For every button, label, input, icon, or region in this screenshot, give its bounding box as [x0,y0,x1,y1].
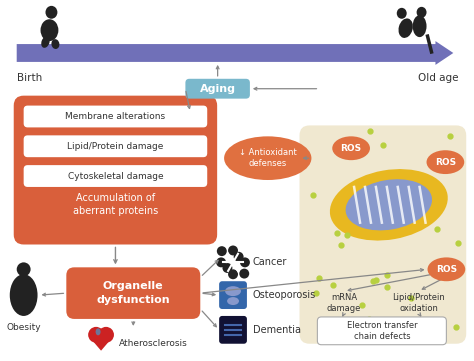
Ellipse shape [216,257,226,268]
Ellipse shape [239,269,249,279]
Ellipse shape [240,257,250,268]
FancyBboxPatch shape [318,317,447,345]
Ellipse shape [224,136,311,180]
Ellipse shape [428,257,465,281]
Ellipse shape [399,18,413,38]
Text: Organelle
dysfunction: Organelle dysfunction [97,281,170,305]
FancyBboxPatch shape [185,79,250,99]
FancyArrow shape [17,41,453,65]
Ellipse shape [222,263,232,273]
Ellipse shape [227,297,239,305]
Ellipse shape [225,286,241,296]
Text: Lipid/Protein
oxidation: Lipid/Protein oxidation [392,293,445,313]
Ellipse shape [417,7,427,18]
Text: Membrane alterations: Membrane alterations [65,112,165,121]
Text: Aging: Aging [200,84,236,94]
FancyBboxPatch shape [24,165,207,187]
Ellipse shape [17,262,31,276]
Text: ROS: ROS [436,265,457,274]
Polygon shape [89,337,113,351]
Text: Lipid/Protein damage: Lipid/Protein damage [67,142,164,151]
FancyBboxPatch shape [14,96,217,244]
Ellipse shape [41,36,50,48]
Text: Atherosclerosis: Atherosclerosis [119,339,188,348]
FancyBboxPatch shape [219,281,247,309]
Ellipse shape [228,245,238,256]
Ellipse shape [10,274,37,316]
FancyBboxPatch shape [24,135,207,157]
Ellipse shape [96,329,100,335]
Text: Birth: Birth [17,73,42,83]
Ellipse shape [427,150,464,174]
Ellipse shape [413,15,427,37]
Ellipse shape [40,19,58,41]
Ellipse shape [346,179,432,230]
Text: Dementia: Dementia [253,325,301,335]
Ellipse shape [46,6,57,19]
FancyBboxPatch shape [66,268,201,319]
FancyBboxPatch shape [219,316,247,344]
Text: Accumulation of
aberrant proteins: Accumulation of aberrant proteins [73,193,158,216]
Text: ROS: ROS [435,158,456,167]
Text: ROS: ROS [340,144,362,153]
Ellipse shape [330,169,448,240]
Ellipse shape [234,252,244,262]
Text: Cancer: Cancer [253,257,287,268]
Ellipse shape [98,327,114,343]
Text: Cytoskeletal damage: Cytoskeletal damage [68,171,163,180]
FancyBboxPatch shape [24,105,207,127]
FancyBboxPatch shape [300,125,466,344]
Ellipse shape [88,327,104,343]
Ellipse shape [228,269,238,279]
Ellipse shape [217,246,227,256]
Text: mRNA
damage: mRNA damage [327,293,361,313]
Text: Obesity: Obesity [6,323,41,332]
Text: Electron transfer
chain defects: Electron transfer chain defects [346,321,417,341]
Ellipse shape [397,8,407,19]
Ellipse shape [51,39,59,49]
Ellipse shape [332,136,370,160]
Text: ↓ Antioxidant
defenses: ↓ Antioxidant defenses [239,148,297,168]
Text: Old age: Old age [418,73,458,83]
Text: Osteoporosis: Osteoporosis [253,290,316,300]
